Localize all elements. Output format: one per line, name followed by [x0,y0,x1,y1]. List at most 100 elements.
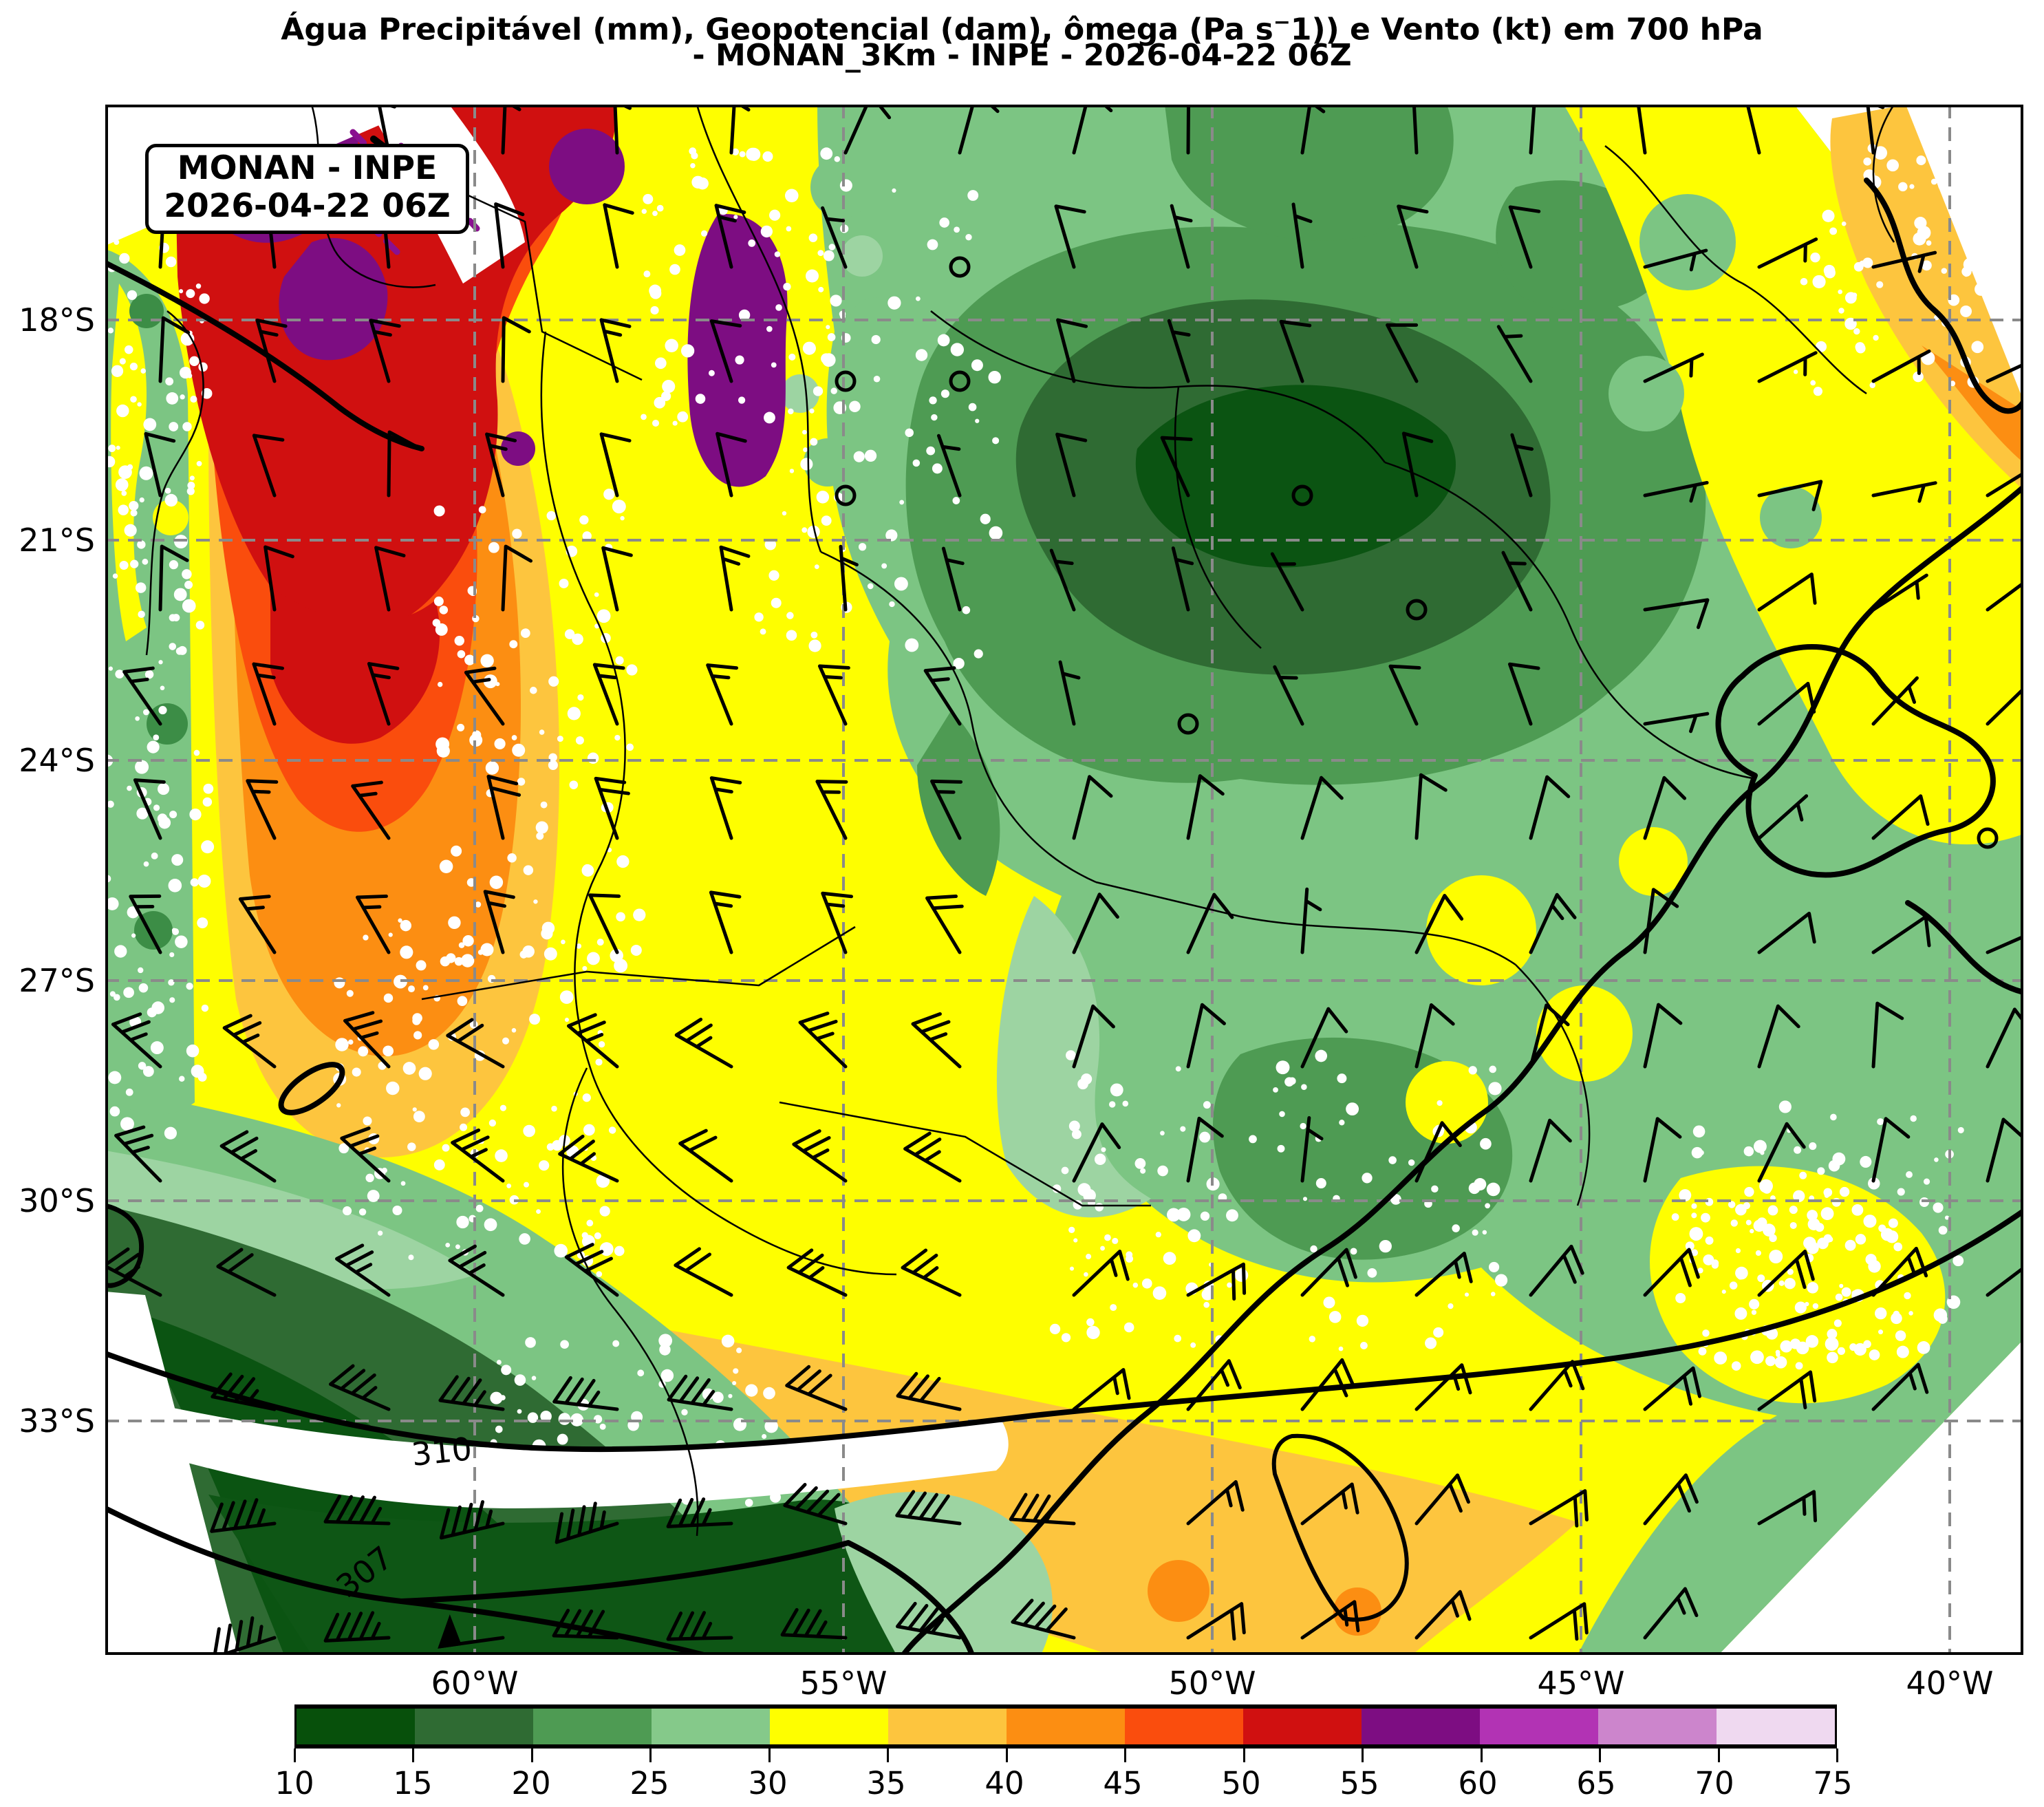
latlon-gridlines [105,105,2023,1655]
wind-barb [343,1011,391,1069]
colorbar-cell [533,1709,652,1744]
wind-barb [1529,1244,1584,1297]
colorbar-tick-value: 35 [866,1765,906,1801]
wind-barb [1871,481,1937,503]
wind-barb [1871,573,1928,612]
wind-barb [1757,1122,1806,1183]
wind-barb [501,316,531,383]
wind-barb [486,774,521,840]
wind-barb [719,545,751,612]
wind-barb [323,1611,391,1643]
colorbar-cell [1362,1709,1480,1744]
wind-barb [1529,105,1562,155]
wind-barb [1412,105,1419,155]
colorbar-cell [297,1709,415,1744]
wind-barb [1757,1490,1818,1526]
wind-barb [1757,1370,1817,1411]
wind-barb [1529,1360,1585,1411]
wind-barb [666,1611,733,1641]
wind-barb [1055,432,1088,498]
colorbar-tick [1242,1749,1245,1762]
wind-barb [448,1244,505,1297]
wind-barb [1291,202,1313,269]
wind-barb [1757,1004,1800,1069]
wind-barb [1186,1602,1246,1641]
calm-wind-marker [949,370,971,392]
wind-barb [1186,1359,1242,1411]
wind-barb [1871,1001,1904,1069]
wind-barb [958,105,1000,155]
wind-barb [1871,1246,1928,1297]
wind-barb [1643,598,1710,630]
wind-barb [501,544,533,612]
wind-barb [1186,774,1225,840]
colorbar-tick [1717,1749,1720,1762]
wind-barb [1986,1265,2023,1297]
wind-barb [552,1608,619,1640]
wind-barb [1160,436,1193,498]
title-text-cont: 1)) e Vento (kt) em 700 hPa [1290,12,1763,47]
wind-barb [1986,1007,2023,1069]
colorbar-tick [1480,1749,1483,1762]
wind-barb [1745,105,1761,155]
wind-barb [438,1375,505,1411]
lagoon-outline [1271,1433,1409,1622]
title-text: Água Precipitável (mm), Geopotencial (da… [281,12,1273,47]
colorbar-tick-value: 70 [1695,1765,1734,1801]
lat-tick-label: 30°S [19,1182,95,1219]
colorbar-tick-value: 20 [511,1765,551,1801]
wind-barb [252,434,285,498]
wind-barb [464,666,505,726]
wind-barb [387,430,417,498]
wind-barb [1643,1117,1682,1183]
wind-barb [599,318,632,383]
colorbar-tick [530,1749,533,1762]
wind-barb [1643,888,1679,954]
wind-barb [798,1012,848,1069]
wind-barb [111,1012,162,1069]
wind-barb [925,895,964,954]
wind-barb [1072,1122,1121,1183]
wind-barb [780,1607,848,1640]
wind-barb [1401,431,1434,498]
wind-barb [1643,1473,1699,1526]
wind-barb [1871,349,1931,383]
lon-tick-label: 60°W [431,1665,519,1702]
wind-barb [901,1248,962,1297]
wind-barb [129,894,162,954]
lat-tick-label: 21°S [19,522,95,559]
wind-barb [246,779,279,840]
wind-barb [1300,1116,1324,1183]
wind-barb [219,1130,277,1183]
colorbar-tick [1836,1749,1838,1762]
colorbar-tick-value: 15 [393,1765,433,1801]
wind-barb [706,663,739,726]
wind-barb [1279,319,1312,383]
colorbar-cell [652,1709,770,1744]
colorbar-tick [1362,1749,1364,1762]
wind-barb [594,776,630,840]
wind-barb [1072,775,1113,840]
wind-barb [1757,1250,1815,1297]
wind-barb [1986,934,2023,954]
wind-barb [114,1125,162,1183]
wind-barb [1643,1366,1701,1411]
wind-barb [1643,1248,1700,1297]
lat-tick-label: 27°S [19,962,95,999]
lat-tick-label: 33°S [19,1402,95,1440]
wind-barb [588,893,621,954]
wind-barb [1871,915,1931,954]
wind-barb [709,776,742,840]
calm-wind-marker [1177,713,1199,735]
wind-barb [666,1497,733,1528]
wind-barb [714,204,746,269]
colorbar-tick [1005,1749,1008,1762]
wind-barb [895,1490,962,1526]
wind-barb [674,1247,733,1297]
wind-barb [1529,1602,1589,1641]
wind-barb [792,1129,848,1183]
wind-barb [1501,550,1533,612]
wind-barb [494,202,525,269]
colorbar-cell [1480,1709,1598,1744]
calm-wind-marker [1406,599,1428,621]
